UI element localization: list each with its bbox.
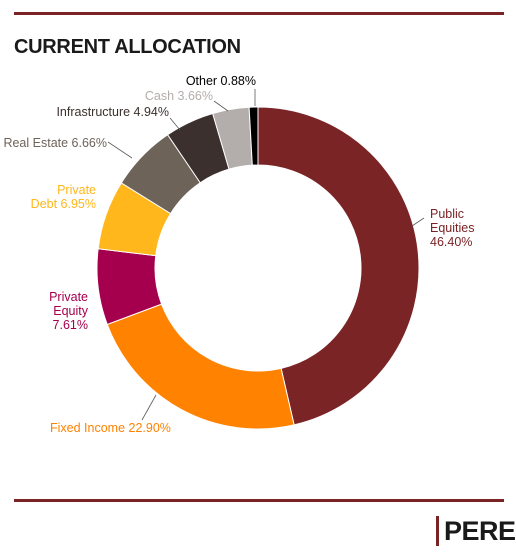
label-private-equity: Private Equity 7.61% — [49, 290, 89, 332]
logo-text: PERE — [444, 516, 516, 546]
label-cash: Cash 3.66% — [145, 89, 213, 103]
label-infrastructure: Infrastructure 4.94% — [56, 105, 169, 119]
label-fixed-income: Fixed Income 22.90% — [50, 421, 171, 435]
slice-fixed-income — [106, 303, 295, 430]
label-private-debt: Private Debt 6.95% — [31, 183, 96, 211]
label-other: Other 0.88% — [186, 74, 256, 88]
label-real-estate: Real Estate 6.66% — [3, 136, 107, 150]
leader-line-public-equities — [411, 217, 425, 227]
slice-public-equities — [257, 106, 420, 426]
slice-other — [248, 106, 259, 166]
leader-line-cash — [213, 100, 229, 112]
label-public-equities: Public Equities 46.40% — [430, 207, 474, 249]
bottom-rule — [14, 499, 504, 502]
chart-title: CURRENT ALLOCATION — [14, 36, 241, 58]
leader-line-real-estate — [107, 141, 133, 159]
logo-bar — [436, 516, 439, 546]
leader-line-fixed-income — [141, 394, 157, 421]
top-rule — [14, 12, 504, 15]
pere-logo: PERE — [436, 516, 516, 546]
leader-line-infrastructure — [169, 117, 181, 131]
